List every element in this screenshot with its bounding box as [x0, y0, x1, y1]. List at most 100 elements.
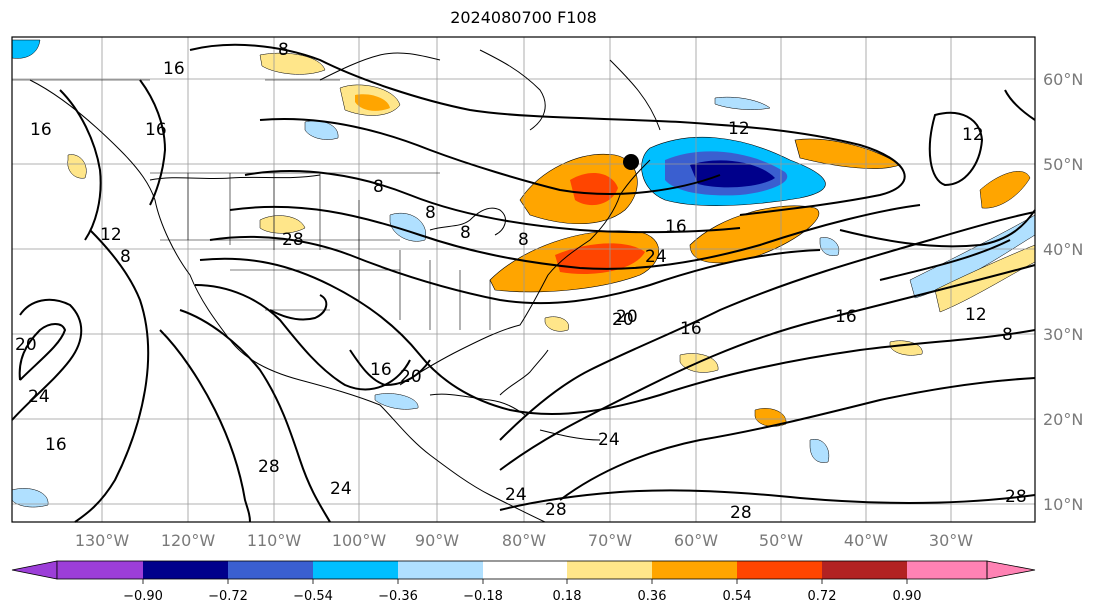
contour-label: 8	[425, 203, 436, 223]
contour-label: 16	[163, 59, 185, 79]
longitude-label: 120°W	[161, 531, 216, 550]
contour-lines	[11, 43, 1036, 523]
longitude-label: 80°W	[502, 531, 546, 550]
patch-6	[259, 215, 306, 234]
colorbar-segment	[143, 561, 228, 579]
contour-label: 24	[598, 430, 620, 450]
longitude-label: 50°W	[759, 531, 803, 550]
longitude-label: 60°W	[674, 531, 718, 550]
contour-label: 20	[612, 310, 634, 330]
map-area: 16 8 16 16 12 8 28 8 8 8 8 12 16 24 20 1…	[11, 36, 1036, 523]
colorbar-tick-label: 0.90	[893, 589, 922, 604]
colorbar-segment	[313, 561, 398, 579]
contour-label: 28	[282, 230, 304, 250]
location-marker	[623, 154, 639, 170]
colorbar-tick-label: 0.54	[723, 589, 752, 604]
colorbar-ticks	[142, 579, 908, 584]
colorbar-tick-label: 0.72	[808, 589, 837, 604]
political-borders	[12, 79, 491, 330]
contour-label: 12	[728, 119, 750, 139]
longitude-label: 110°W	[247, 531, 302, 550]
colorbar-segment	[398, 561, 483, 579]
colorbar-tick-label: 0.36	[638, 589, 667, 604]
map-title: 2024080700 F108	[450, 8, 597, 27]
contour-label: 8	[373, 177, 384, 197]
contour-label: 8	[278, 40, 289, 60]
patch-9	[979, 171, 1031, 209]
colorbar-segment	[483, 561, 567, 579]
contour-label: 16	[665, 217, 687, 237]
colorbar-frame	[56, 560, 988, 580]
contour-label: 8	[518, 230, 529, 250]
positive-anomaly-north-core	[570, 173, 618, 206]
colorbar-segment	[907, 561, 987, 579]
colorbar-segment	[57, 561, 143, 579]
latitude-label: 10°N	[1043, 495, 1083, 514]
colorbar-segment	[822, 561, 907, 579]
positive-anomaly-south-core	[555, 243, 645, 274]
map-frame	[11, 36, 1036, 523]
contour-label: 20	[616, 307, 638, 327]
colorbar-tick-label: 0.18	[553, 589, 582, 604]
colorbar-segment	[228, 561, 313, 579]
longitude-label: 30°W	[929, 531, 973, 550]
contour-label: 16	[145, 120, 167, 140]
colorbar-tick-label: −0.90	[123, 589, 163, 604]
contour-label: 20	[400, 367, 422, 387]
longitude-label: 90°W	[415, 531, 459, 550]
patch-19	[374, 393, 419, 410]
contour-label: 28	[1005, 487, 1027, 507]
longitude-label: 40°W	[844, 531, 888, 550]
contour-label: 16	[370, 360, 392, 380]
latitude-labels: 60°N 50°N 40°N 30°N 20°N 10°N	[1043, 70, 1083, 514]
contour-label: 24	[28, 387, 50, 407]
patch-18	[544, 316, 569, 332]
latitude-label: 40°N	[1043, 240, 1083, 259]
contour-label: 8	[120, 247, 131, 267]
colorbar-segment	[652, 561, 737, 579]
contour-label: 12	[965, 305, 987, 325]
contour-label: 28	[545, 500, 567, 520]
contour-label: 16	[45, 435, 67, 455]
patch-3	[259, 52, 326, 75]
patch-20	[819, 237, 840, 256]
contour-label-group: 16 8 16 16 12 8 28 8 8 8 8 12 16 24 20 1…	[15, 40, 1027, 523]
patch-15	[11, 488, 49, 508]
patch-2	[355, 94, 390, 111]
latitude-label: 30°N	[1043, 325, 1083, 344]
patch-11	[754, 408, 787, 427]
contour-label: 16	[835, 307, 857, 327]
contour-label: 12	[962, 125, 984, 145]
longitude-labels: 130°W 120°W 110°W 100°W 90°W 80°W 70°W 6…	[75, 531, 973, 550]
contour-label: 24	[330, 479, 352, 499]
patch-12	[809, 438, 830, 463]
contour-label: 28	[258, 457, 280, 477]
contour-label: 16	[680, 319, 702, 339]
colorbar-tick-label: −0.36	[378, 589, 418, 604]
colorbar: −0.90 −0.72 −0.54 −0.36 −0.18 0.18 0.36 …	[11, 560, 1036, 604]
colorbar-extend-high	[986, 560, 1036, 580]
longitude-label: 70°W	[588, 531, 632, 550]
colorbar-tick-label: −0.72	[208, 589, 248, 604]
colorbar-segment	[737, 561, 822, 579]
longitude-label: 130°W	[75, 531, 130, 550]
contour-label: 12	[100, 225, 122, 245]
latitude-label: 20°N	[1043, 410, 1083, 429]
colorbar-extend-low	[11, 560, 58, 580]
colorbar-tick-label: −0.54	[293, 589, 333, 604]
longitude-label: 100°W	[332, 531, 387, 550]
latitude-label: 50°N	[1043, 155, 1083, 174]
colorbar-segment	[567, 561, 652, 579]
contour-label: 20	[15, 335, 37, 355]
colorbar-tick-label: −0.18	[463, 589, 503, 604]
contour-label: 28	[730, 503, 752, 523]
contour-label: 24	[505, 485, 527, 505]
latitude-label: 60°N	[1043, 70, 1083, 89]
negative-anomaly-deep	[690, 160, 775, 188]
contour-label: 8	[460, 223, 471, 243]
contour-label: 16	[30, 120, 52, 140]
patch-16	[67, 154, 87, 179]
contour-label: 8	[1002, 325, 1013, 345]
patch-17	[714, 96, 771, 110]
